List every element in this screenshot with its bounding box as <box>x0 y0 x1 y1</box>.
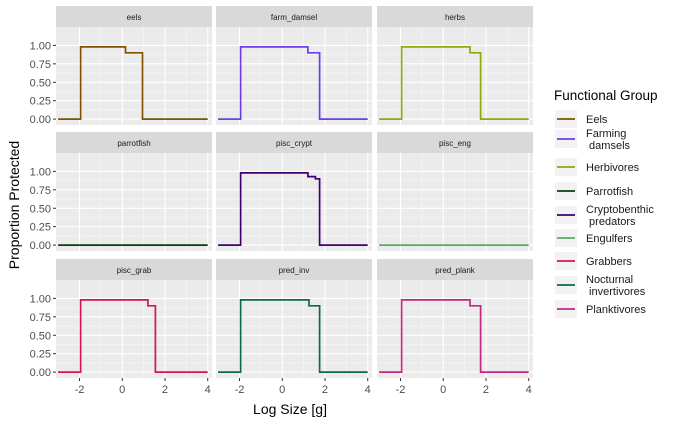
y-tick-label: 1.00 <box>30 293 51 305</box>
panel-background <box>377 280 533 378</box>
y-tick-label: 1.00 <box>30 166 51 178</box>
y-tick-label: 0.25 <box>30 349 51 361</box>
legend-entry: Eels <box>555 110 608 128</box>
facet-strip-label: eels <box>127 13 142 22</box>
x-tick-label: 0 <box>279 384 285 396</box>
y-tick-label: 0.00 <box>30 367 51 379</box>
facet-strip-label: parrotfish <box>117 139 150 148</box>
y-tick-label: 0.00 <box>30 240 51 252</box>
facet-strip-label: farm_damsel <box>271 13 317 22</box>
facet-farm-damsel: farm_damsel <box>216 6 372 125</box>
legend-entry: Farming damsels <box>555 128 631 152</box>
legend-label: Farming damsels <box>586 128 631 152</box>
facet-strip-label: pisc_grab <box>117 266 152 275</box>
panel-background <box>56 153 212 251</box>
panel-background <box>216 280 372 378</box>
facet-strip-label: pisc_eng <box>439 139 471 148</box>
y-tick-label: 0.50 <box>30 330 51 342</box>
x-tick-label: 2 <box>162 384 168 396</box>
series-line-pisc-grab <box>58 299 208 373</box>
x-tick-label: 0 <box>119 384 125 396</box>
facet-strip <box>216 6 372 27</box>
series-line-pred-plank <box>379 299 529 373</box>
legend-entry: Engulfers <box>555 229 633 247</box>
legend-entry: Herbivores <box>555 158 640 176</box>
series-line-pred-inv <box>218 299 368 373</box>
facet-herbs: herbs <box>377 6 533 125</box>
x-tick-label: 4 <box>365 384 371 396</box>
facet-pisc-eng: pisc_eng <box>377 132 533 251</box>
panel-background <box>216 153 372 251</box>
legend-label: Planktivores <box>586 304 646 316</box>
panel-background <box>377 27 533 125</box>
facet-strip <box>56 6 212 27</box>
y-axes: 0.00 0.25 0.50 0.75 1.00 0.00 0.25 0.50 0.75 1.00… <box>30 40 56 379</box>
facet-pisc-grab: pisc_grab <box>56 259 212 378</box>
y-tick-label: 0.00 <box>30 114 51 126</box>
facet-strip-label: pred_inv <box>279 266 310 275</box>
x-tick-label: -2 <box>75 384 85 396</box>
y-tick-label: 0.25 <box>30 222 51 234</box>
facet-parrotfish: parrotfish <box>56 132 212 251</box>
facet-strip <box>377 132 533 153</box>
legend-entry: Cryptobenthic predators <box>555 204 654 228</box>
series-line-farm-damsel <box>218 46 368 120</box>
series-line-eels <box>58 46 208 120</box>
legend-label: Nocturnal invertivores <box>586 274 646 298</box>
x-tick-label: -2 <box>396 384 406 396</box>
facet-strip <box>216 259 372 280</box>
legend-title: Functional Group <box>554 88 658 103</box>
y-tick-label: 0.75 <box>30 185 51 197</box>
legend-entry: Grabbers <box>555 252 632 270</box>
x-tick-label: 0 <box>440 384 446 396</box>
y-tick-label: 1.00 <box>30 40 51 52</box>
facet-strip <box>377 259 533 280</box>
legend-entry: Parrotfish <box>555 182 633 200</box>
facet-pisc-crypt: pisc_crypt <box>216 132 372 251</box>
series-line-herbs <box>379 46 529 120</box>
facet-strip <box>56 132 212 153</box>
y-tick-label: 0.50 <box>30 77 51 89</box>
y-tick-label: 0.75 <box>30 59 51 71</box>
x-tick-label: 4 <box>526 384 532 396</box>
facet-strip <box>377 6 533 27</box>
legend-entry: Nocturnal invertivores <box>555 274 646 298</box>
facet-strip-label: herbs <box>445 13 465 22</box>
x-tick-label: 4 <box>205 384 211 396</box>
x-axes: -2 0 2 4 -2 0 2 4 -2 0 2 4 <box>75 378 532 396</box>
panel-background <box>56 280 212 378</box>
y-tick-label: 0.75 <box>30 312 51 324</box>
series-line-pisc-crypt <box>218 172 368 246</box>
y-tick-label: 0.50 <box>30 203 51 215</box>
panel-background <box>377 153 533 251</box>
x-tick-label: 2 <box>322 384 328 396</box>
panel-background <box>216 27 372 125</box>
x-tick-label: -2 <box>235 384 245 396</box>
legend-label: Herbivores <box>586 162 640 174</box>
facet-strip <box>216 132 372 153</box>
panel-background <box>56 27 212 125</box>
facet-pred-plank: pred_plank <box>377 259 533 378</box>
legend-entry: Planktivores <box>555 300 646 318</box>
x-axis-title: Log Size [g] <box>253 401 327 417</box>
facet-strip-label: pred_plank <box>435 266 476 275</box>
facet-strip <box>56 259 212 280</box>
y-tick-label: 0.25 <box>30 96 51 108</box>
facet-strip-label: pisc_crypt <box>276 139 313 148</box>
legend: Functional Group Eels Farming damsels Herb… <box>554 88 658 318</box>
legend-label: Parrotfish <box>586 186 633 198</box>
legend-label: Grabbers <box>586 256 632 268</box>
facet-pred-inv: pred_inv <box>216 259 372 378</box>
legend-label: Engulfers <box>586 233 633 245</box>
x-tick-label: 2 <box>483 384 489 396</box>
legend-label: Cryptobenthic predators <box>586 204 654 228</box>
legend-label: Eels <box>586 114 608 126</box>
facet-panels: eels farm_damsel herbs parrotfish pisc_crypt… <box>56 6 533 378</box>
y-axis-title: Proportion Protected <box>6 141 22 269</box>
facet-eels: eels <box>56 6 212 125</box>
